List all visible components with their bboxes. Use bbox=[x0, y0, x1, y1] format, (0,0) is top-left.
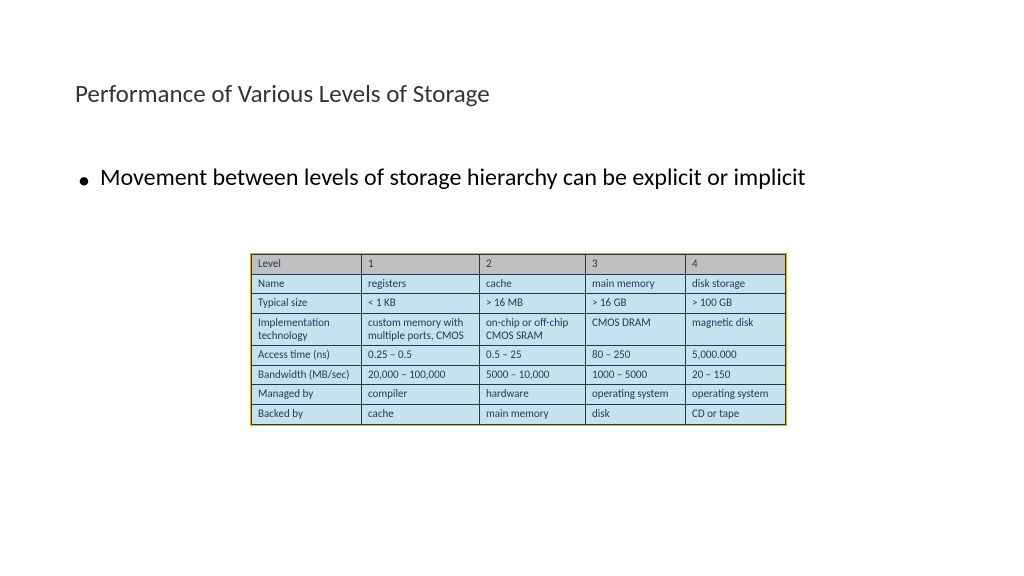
row-label: Bandwidth (MB/sec) bbox=[252, 365, 362, 385]
table-cell: operating system bbox=[686, 385, 786, 405]
table-cell: 0.25 – 0.5 bbox=[362, 346, 480, 366]
table-cell: disk bbox=[586, 405, 686, 425]
row-label: Name bbox=[252, 274, 362, 294]
table-cell: 2 bbox=[480, 255, 586, 275]
row-label: Managed by bbox=[252, 385, 362, 405]
storage-table: Level1234Nameregisterscachemain memorydi… bbox=[251, 254, 786, 425]
table-cell: 5,000.000 bbox=[686, 346, 786, 366]
table-row: Access time (ns)0.25 – 0.50.5 – 2580 – 2… bbox=[252, 346, 786, 366]
table-cell: cache bbox=[480, 274, 586, 294]
table-cell: > 16 GB bbox=[586, 294, 686, 314]
table-row: Backed bycachemain memorydiskCD or tape bbox=[252, 405, 786, 425]
table-cell: 1 bbox=[362, 255, 480, 275]
table-cell: disk storage bbox=[686, 274, 786, 294]
table-row: Typical size< 1 KB> 16 MB> 16 GB> 100 GB bbox=[252, 294, 786, 314]
table-cell: CMOS DRAM bbox=[586, 313, 686, 345]
table-cell: custom memory with multiple ports, CMOS bbox=[362, 313, 480, 345]
table-cell: > 100 GB bbox=[686, 294, 786, 314]
table-cell: magnetic disk bbox=[686, 313, 786, 345]
table-cell: main memory bbox=[480, 405, 586, 425]
table-cell: 5000 – 10,000 bbox=[480, 365, 586, 385]
table-cell: 3 bbox=[586, 255, 686, 275]
bullet-text: Movement between levels of storage hiera… bbox=[100, 163, 806, 193]
table-cell: 20 – 150 bbox=[686, 365, 786, 385]
row-label: Access time (ns) bbox=[252, 346, 362, 366]
table-row: Level1234 bbox=[252, 255, 786, 275]
bullet-item: • Movement between levels of storage hie… bbox=[78, 163, 949, 196]
table-cell: cache bbox=[362, 405, 480, 425]
table-row: Nameregisterscachemain memorydisk storag… bbox=[252, 274, 786, 294]
table-cell: 4 bbox=[686, 255, 786, 275]
bullet-dot-icon: • bbox=[78, 166, 90, 196]
table-row: Implementation technologycustom memory w… bbox=[252, 313, 786, 345]
slide-title: Performance of Various Levels of Storage bbox=[75, 78, 490, 109]
storage-table-wrap: Level1234Nameregisterscachemain memorydi… bbox=[250, 253, 787, 426]
row-label: Implementation technology bbox=[252, 313, 362, 345]
table-cell: > 16 MB bbox=[480, 294, 586, 314]
row-label: Level bbox=[252, 255, 362, 275]
table-row: Bandwidth (MB/sec)20,000 – 100,0005000 –… bbox=[252, 365, 786, 385]
table-cell: on-chip or off-chip CMOS SRAM bbox=[480, 313, 586, 345]
table-row: Managed bycompilerhardwareoperating syst… bbox=[252, 385, 786, 405]
table-cell: 20,000 – 100,000 bbox=[362, 365, 480, 385]
table-cell: 80 – 250 bbox=[586, 346, 686, 366]
table-cell: main memory bbox=[586, 274, 686, 294]
table-cell: < 1 KB bbox=[362, 294, 480, 314]
table-cell: compiler bbox=[362, 385, 480, 405]
table-cell: operating system bbox=[586, 385, 686, 405]
row-label: Typical size bbox=[252, 294, 362, 314]
table-cell: hardware bbox=[480, 385, 586, 405]
table-cell: 1000 – 5000 bbox=[586, 365, 686, 385]
row-label: Backed by bbox=[252, 405, 362, 425]
table-cell: registers bbox=[362, 274, 480, 294]
table-cell: CD or tape bbox=[686, 405, 786, 425]
table-cell: 0.5 – 25 bbox=[480, 346, 586, 366]
